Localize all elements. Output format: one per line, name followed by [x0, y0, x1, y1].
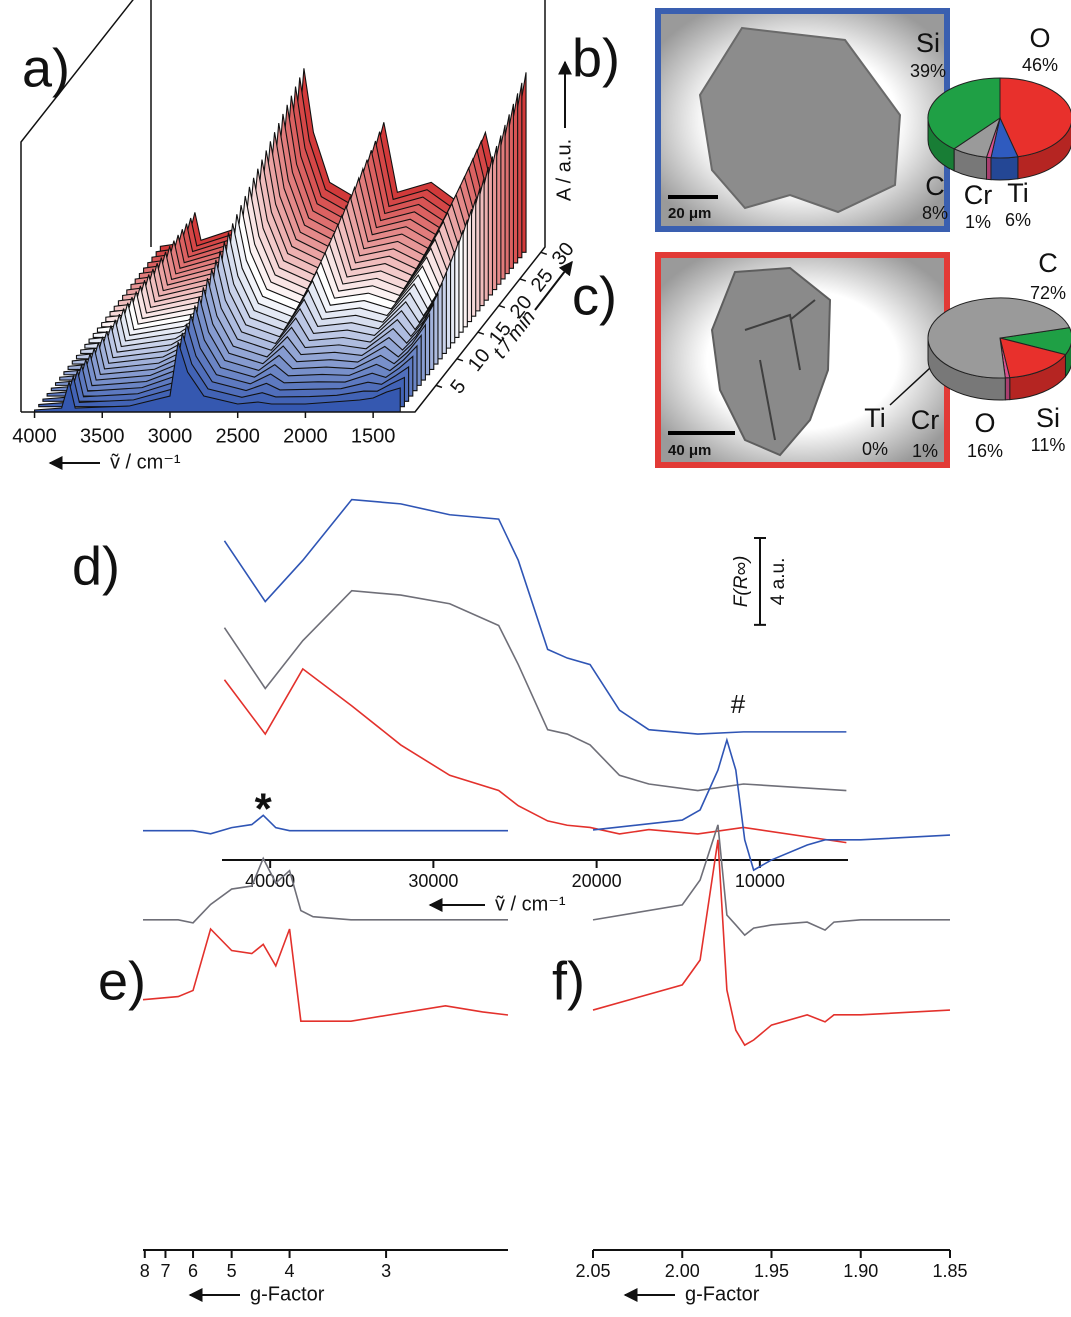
panel-label: d): [72, 536, 120, 596]
panel-label: b): [572, 28, 620, 88]
x-tick-label: 30000: [408, 871, 458, 891]
annotation: #: [731, 689, 746, 719]
slice-label: Si: [1036, 403, 1060, 433]
annotation: *: [255, 785, 273, 834]
x-tick-label: 1.90: [843, 1261, 878, 1281]
panel-label: f): [552, 951, 585, 1011]
slice-label: O: [974, 408, 995, 438]
spectrum-line: [224, 669, 846, 843]
scale-bar-label: 20 μm: [668, 205, 711, 222]
slice-value: 72%: [1030, 283, 1066, 303]
x-tick-label: 1.85: [932, 1261, 967, 1281]
z-tick: [541, 252, 547, 254]
z-tick: [520, 279, 526, 281]
spectrum-line: [224, 591, 846, 791]
x-axis-label: g-Factor: [250, 1283, 325, 1305]
x-tick-label: 20000: [572, 871, 622, 891]
scale-bar-label: 4 a.u.: [768, 558, 789, 606]
slice-value: 1%: [912, 441, 938, 461]
x-tick-label: 1.95: [754, 1261, 789, 1281]
slice-value: 11%: [1031, 435, 1066, 455]
slice-value: 8%: [922, 203, 948, 223]
x-axis-label: ṽ / cm⁻¹: [495, 893, 566, 915]
x-tick-label: 2000: [283, 425, 328, 447]
x-tick-label: 8: [140, 1261, 150, 1281]
x-tick-label: 3: [381, 1261, 391, 1281]
panel-label: c): [572, 266, 617, 326]
panel-label: e): [98, 951, 146, 1011]
x-axis-label: ṽ / cm⁻¹: [110, 451, 181, 473]
slice-value: 16%: [967, 441, 1003, 461]
slice-label: O: [1029, 23, 1050, 53]
slice-label: Si: [916, 28, 940, 58]
spectrum-line: [143, 929, 508, 1021]
x-tick-label: 40000: [245, 871, 295, 891]
z-tick-label: 5: [446, 376, 470, 398]
x-tick-label: 4000: [12, 425, 57, 447]
y-axis-label: A / a.u.: [553, 139, 575, 201]
x-tick-label: 3000: [148, 425, 193, 447]
x-tick-label: 5: [227, 1261, 237, 1281]
slice-label: Cr: [964, 180, 993, 210]
x-tick-label: 3500: [80, 425, 125, 447]
panel-label: a): [22, 38, 70, 98]
slice-label: Ti: [864, 403, 886, 433]
x-tick-label: 2500: [215, 425, 260, 447]
scale-bar-label: 40 μm: [668, 442, 711, 459]
pie-side-shade: [991, 157, 1018, 180]
z-tick: [436, 385, 442, 387]
x-tick-label: 7: [160, 1261, 170, 1281]
x-axis-label: g-Factor: [685, 1283, 760, 1305]
figure: 40003500300025002000150051015202530t / m…: [0, 0, 1071, 1312]
x-tick-label: 1500: [351, 425, 396, 447]
x-tick-label: 2.05: [575, 1261, 610, 1281]
slice-value: 39%: [910, 61, 946, 81]
slice-label: C: [1038, 248, 1058, 278]
slice-label: C: [925, 171, 945, 201]
z-tick: [499, 306, 505, 308]
x-tick-label: 2.00: [665, 1261, 700, 1281]
z-tick-label: 25: [527, 265, 558, 296]
spectrum-line: [593, 740, 950, 870]
x-tick-label: 6: [188, 1261, 198, 1281]
pie-side-shade: [1005, 378, 1009, 400]
spectrum-line: [143, 815, 508, 833]
pie-side-shade: [987, 157, 991, 179]
x-tick-label: 4: [285, 1261, 295, 1281]
slice-value: 46%: [1022, 55, 1058, 75]
z-tick-label: 30: [548, 238, 579, 269]
slice-value: 6%: [1005, 210, 1031, 230]
z-tick: [478, 332, 484, 334]
slice-label: Cr: [911, 405, 940, 435]
x-tick-label: 10000: [735, 871, 785, 891]
z-tick: [457, 359, 463, 361]
slice-value: 1%: [965, 212, 991, 232]
scale-bar-name: F(R∞): [731, 556, 752, 608]
slice-label: Ti: [1007, 178, 1029, 208]
slice-value: 0%: [862, 439, 888, 459]
spectrum-line: [224, 500, 846, 735]
